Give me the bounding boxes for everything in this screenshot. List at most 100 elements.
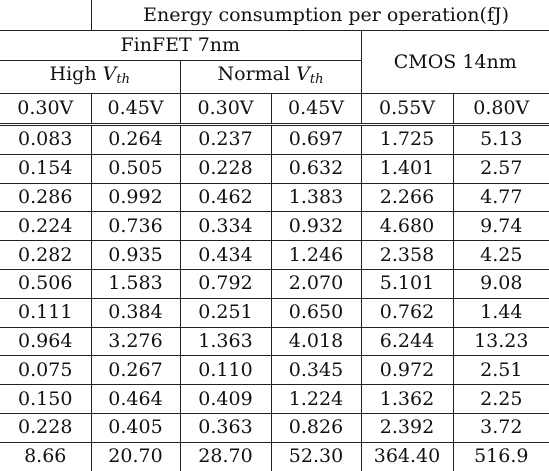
table-cell: 0.762 (360, 297, 453, 328)
table-cell: 0.736 (90, 211, 180, 241)
table-cell: 3.72 (452, 412, 549, 443)
table-cell: 4.680 (360, 211, 453, 241)
cropped-caption-fragment (96, 458, 102, 467)
table-cell: 0.505 (90, 153, 180, 184)
table-cell: 1.363 (179, 326, 271, 356)
table-cell: 0.826 (270, 412, 361, 443)
table-row: 0.964 3.276 1.363 4.018 6.244 13.23 (0, 326, 549, 356)
cmos-header: CMOS 14nm (360, 30, 549, 94)
table-cell: 2.358 (360, 240, 453, 270)
table-cell: 2.57 (452, 153, 549, 184)
table-row: 0.111 0.384 0.251 0.650 0.762 1.44 (0, 297, 549, 328)
table-cell: 0.632 (270, 153, 361, 184)
table-cell: 0.334 (179, 211, 271, 241)
vth-row: High Vth Normal Vth (0, 60, 549, 94)
table-cell: 0.697 (270, 124, 361, 155)
table-cell: 0.964 (0, 326, 91, 356)
table-cell: 0.992 (90, 182, 180, 212)
title-row: Energy consumption per operation(fJ) (0, 0, 549, 31)
voltage-header: 0.55V (360, 93, 453, 126)
table-cell: 0.282 (0, 240, 91, 270)
table-cell: 2.070 (270, 268, 361, 299)
table-cell: 4.018 (270, 326, 361, 356)
table-cell: 0.405 (90, 412, 180, 443)
voltage-row: 0.30V 0.45V 0.30V 0.45V 0.55V 0.80V (0, 93, 549, 126)
table-cell: 0.932 (270, 211, 361, 241)
data-rows: 0.083 0.264 0.237 0.697 1.725 5.13 0.154 0.505 0… (0, 124, 549, 471)
table-cell: 364.40 (360, 441, 453, 471)
table-cell: 0.972 (360, 355, 453, 385)
table-cell: 0.228 (0, 412, 91, 443)
table-cell: 0.267 (90, 355, 180, 385)
table-cell: 0.083 (18, 128, 73, 151)
table-cell: 1.44 (452, 297, 549, 328)
table-cell: 1.401 (360, 153, 453, 184)
table-title: Energy consumption per operation(fJ) (90, 0, 549, 31)
table-cell: 0.363 (179, 412, 271, 443)
table-row: 0.083 0.264 0.237 0.697 1.725 5.13 (0, 124, 549, 155)
table-cell: 0.650 (270, 297, 361, 328)
table-cell: 1.246 (270, 240, 361, 270)
table-cell: 8.66 (0, 441, 91, 471)
voltage-header: 0.45V (270, 93, 361, 126)
voltage-header: 0.45V (90, 93, 180, 126)
finfet-header: FinFET 7nm (0, 30, 361, 61)
table-cell: 0.409 (179, 384, 271, 414)
vth-symbol: Vth (296, 63, 324, 87)
table-cell: 2.25 (452, 384, 549, 414)
table-cell: 5.101 (360, 268, 453, 299)
voltage-header: 0.80V (452, 93, 549, 126)
table-cell: 1.362 (360, 384, 453, 414)
table-cell: 0.224 (0, 211, 91, 241)
table-cell: 0.154 (0, 153, 91, 184)
high-vth-label: High (49, 63, 103, 85)
table-cell: 0.506 (0, 268, 91, 299)
table-cell: 9.74 (452, 211, 549, 241)
table-cell: 0.111 (0, 297, 91, 328)
table-row: 0.224 0.736 0.334 0.932 4.680 9.74 (0, 211, 549, 241)
table-cell: 0.384 (90, 297, 180, 328)
table-cell: 0.464 (90, 384, 180, 414)
table-cell: 0.150 (0, 384, 91, 414)
table-cell: 52.30 (270, 441, 361, 471)
table-cell: 1.583 (90, 268, 180, 299)
table-row: 0.506 1.583 0.792 2.070 5.101 9.08 (0, 268, 549, 299)
table-cell: 0.075 (0, 355, 91, 385)
empty-corner-cell (0, 0, 91, 31)
table-row: 8.66 20.70 28.70 52.30 364.40 516.9 (0, 441, 549, 471)
table-cell: 0.462 (179, 182, 271, 212)
tech-row: FinFET 7nm CMOS 14nm (0, 30, 549, 94)
table-cell: 2.51 (452, 355, 549, 385)
table-cell: 0.264 (90, 124, 180, 155)
table-cell: 13.23 (452, 326, 549, 356)
table-cell: 4.77 (452, 182, 549, 212)
table-row: 0.282 0.935 0.434 1.246 2.358 4.25 (0, 240, 549, 270)
table-cell: 1.725 (360, 124, 453, 155)
table-cell: 1.224 (270, 384, 361, 414)
table-cell: 516.9 (452, 441, 549, 471)
table-cell: 0.251 (179, 297, 271, 328)
table-cell: 2.266 (360, 182, 453, 212)
table-cell: 6.244 (360, 326, 453, 356)
table-row: 0.075 0.267 0.110 0.345 0.972 2.51 (0, 355, 549, 385)
table-cell: 0.237 (179, 124, 271, 155)
table-cell: 0.228 (179, 153, 271, 184)
table-body: Energy consumption per operation(fJ) Fin… (0, 0, 549, 126)
voltage-header: 0.30V (179, 93, 271, 126)
table-cell: 0.434 (179, 240, 271, 270)
high-vth-header: High Vth (0, 60, 180, 94)
table-cell: 1.383 (270, 182, 361, 212)
table-row: 0.286 0.992 0.462 1.383 2.266 4.77 (0, 182, 549, 212)
table-cell: 3.276 (90, 326, 180, 356)
vth-symbol: Vth (102, 63, 130, 87)
normal-vth-label: Normal (217, 63, 297, 85)
table-cell: 4.25 (452, 240, 549, 270)
table-cell: 0.792 (179, 268, 271, 299)
normal-vth-header: Normal Vth (179, 60, 361, 94)
table-cell: 0.110 (179, 355, 271, 385)
table-row: 0.154 0.505 0.228 0.632 1.401 2.57 (0, 153, 549, 184)
table-cell: 0.345 (270, 355, 361, 385)
table-cell: 0.935 (90, 240, 180, 270)
table-row: 0.150 0.464 0.409 1.224 1.362 2.25 (0, 384, 549, 414)
